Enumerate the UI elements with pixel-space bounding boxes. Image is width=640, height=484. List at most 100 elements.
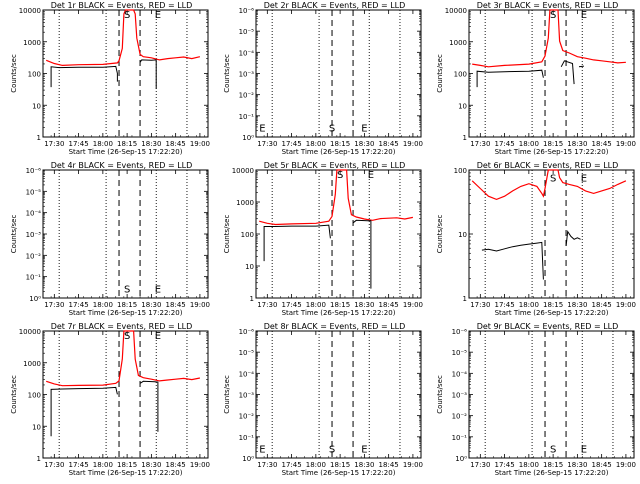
x-tick-label: 19:00 — [403, 140, 423, 148]
y-tick-label: 10⁻⁶ — [452, 328, 468, 336]
y-tick-label: 10⁰ — [29, 295, 41, 303]
x-tick-label: 18:00 — [93, 140, 113, 148]
series-events — [352, 219, 372, 289]
x-tick-label: 18:00 — [306, 301, 326, 309]
y-tick-label: 1 — [37, 455, 41, 463]
x-tick-label: 19:00 — [403, 461, 423, 469]
y-tick-label: 1 — [250, 295, 254, 303]
panel-det-7: Det 7r BLACK = Events, RED = LLD 1 10 100 10… — [10, 322, 210, 477]
x-tick-label: 19:00 — [403, 301, 423, 309]
x-tick-label: 17:45 — [68, 140, 88, 148]
x-tick-label: 18:30 — [141, 461, 161, 469]
series-events — [139, 380, 159, 432]
x-tick-label: 17:30 — [470, 301, 490, 309]
x-tick-label: 17:45 — [494, 301, 514, 309]
x-tick-label: 18:30 — [354, 140, 374, 148]
y-tick-label: 10 — [458, 231, 467, 239]
marker-e: E — [259, 124, 265, 135]
y-tick-label: 10 — [32, 423, 41, 431]
y-tick-label: 10⁰ — [242, 455, 254, 463]
panel-det-8: Det 8r BLACK = Events, RED = LLD 10⁰ 10⁻¹ 1… — [223, 322, 423, 477]
x-tick-label: 18:45 — [166, 461, 186, 469]
plot-frame — [468, 9, 635, 138]
x-axis-label: Start Time (26-Sep-15 17:22:20) — [69, 148, 183, 156]
x-tick-label: 18:45 — [592, 461, 612, 469]
y-axis-label: Counts/sec — [436, 375, 444, 414]
x-axis-label: Start Time (26-Sep-15 17:22:20) — [69, 469, 183, 477]
x-tick-label: 17:45 — [494, 461, 514, 469]
x-tick-label: 18:15 — [330, 140, 350, 148]
marker-e: E — [368, 170, 374, 181]
y-tick-label: 10⁻² — [239, 413, 255, 421]
x-tick-label: 18:00 — [306, 461, 326, 469]
y-tick-label: 10⁰ — [242, 134, 254, 142]
y-tick-label: 10⁻⁶ — [239, 7, 255, 15]
y-axis-label: Counts/sec — [223, 54, 231, 93]
x-tick-label: 18:15 — [117, 140, 137, 148]
plot-frame — [255, 169, 422, 299]
series-events — [560, 60, 575, 85]
y-axis-label: Counts/sec — [10, 375, 18, 414]
x-tick-label: 18:15 — [543, 301, 563, 309]
x-tick-label: 18:15 — [543, 461, 563, 469]
y-tick-label: 10⁻⁴ — [239, 49, 255, 57]
y-tick-label: 10000 — [19, 328, 41, 336]
y-tick-label: 1 — [463, 295, 467, 303]
marker-s: S — [337, 170, 343, 181]
x-tick-label: 17:30 — [44, 461, 64, 469]
panel-det-1: Det 1r BLACK = Events, RED = LLD 1 10 100 10… — [10, 1, 210, 156]
x-tick-label: 18:30 — [354, 461, 374, 469]
y-tick-label: 10⁻⁶ — [26, 167, 42, 175]
marker-s: S — [124, 331, 130, 342]
y-tick-label: 100 — [454, 71, 467, 79]
y-axis-label: Counts/sec — [10, 215, 18, 254]
y-axis-label: Counts/sec — [223, 215, 231, 254]
series-events — [565, 230, 581, 247]
series-lld — [472, 9, 626, 68]
x-tick-label: 17:45 — [494, 140, 514, 148]
y-tick-label: 1000 — [449, 39, 467, 47]
x-tick-label: 17:30 — [257, 461, 277, 469]
y-tick-label: 10 — [32, 102, 41, 110]
panel-title: Det 2r BLACK = Events, RED = LLD — [264, 1, 406, 10]
panel-det-6: Det 6r BLACK = Events, RED = LLD 1 10 100 17… — [436, 161, 636, 317]
panel-title: Det 8r BLACK = Events, RED = LLD — [264, 322, 406, 331]
x-tick-label: 18:00 — [519, 301, 539, 309]
panel-det-9: Det 9r BLACK = Events, RED = LLD 10⁰ 10⁻¹ 1… — [436, 322, 636, 477]
marker-s: S — [329, 124, 335, 135]
x-tick-label: 19:00 — [616, 140, 636, 148]
panel-det-3: Det 3r BLACK = Events, RED = LLD 1 10 100 10… — [436, 1, 636, 156]
x-tick-label: 17:30 — [470, 140, 490, 148]
marker-e: E — [581, 445, 587, 456]
x-axis-label: Start Time (26-Sep-15 17:22:20) — [69, 309, 183, 317]
y-tick-label: 100 — [454, 167, 467, 175]
series-events — [139, 59, 157, 89]
x-axis-label: Start Time (26-Sep-15 17:22:20) — [282, 469, 396, 477]
y-tick-label: 10⁻¹ — [239, 434, 255, 442]
x-tick-label: 18:30 — [567, 461, 587, 469]
x-tick-label: 18:00 — [93, 301, 113, 309]
y-tick-label: 10⁻⁴ — [239, 370, 255, 378]
marker-e: E — [581, 10, 587, 21]
y-tick-label: 10⁻⁵ — [26, 188, 42, 196]
y-axis-label: Counts/sec — [10, 54, 18, 93]
marker-e: E — [259, 445, 265, 456]
marker-e: E — [581, 174, 587, 185]
plot-frame — [42, 169, 209, 299]
y-axis-label: Counts/sec — [436, 54, 444, 93]
x-tick-label: 17:30 — [257, 140, 277, 148]
y-tick-label: 1000 — [236, 199, 254, 207]
plot-frame — [255, 9, 422, 138]
x-axis-label: Start Time (26-Sep-15 17:22:20) — [495, 469, 609, 477]
x-tick-label: 18:15 — [330, 461, 350, 469]
marker-s: S — [124, 284, 130, 295]
x-tick-label: 19:00 — [190, 301, 210, 309]
x-tick-label: 17:45 — [68, 461, 88, 469]
marker-e: E — [155, 284, 161, 295]
plot-frame — [255, 330, 422, 459]
y-tick-label: 10 — [458, 102, 467, 110]
y-tick-label: 10⁻² — [26, 252, 42, 260]
y-tick-label: 100 — [28, 392, 41, 400]
x-axis-label: Start Time (26-Sep-15 17:22:20) — [282, 148, 396, 156]
